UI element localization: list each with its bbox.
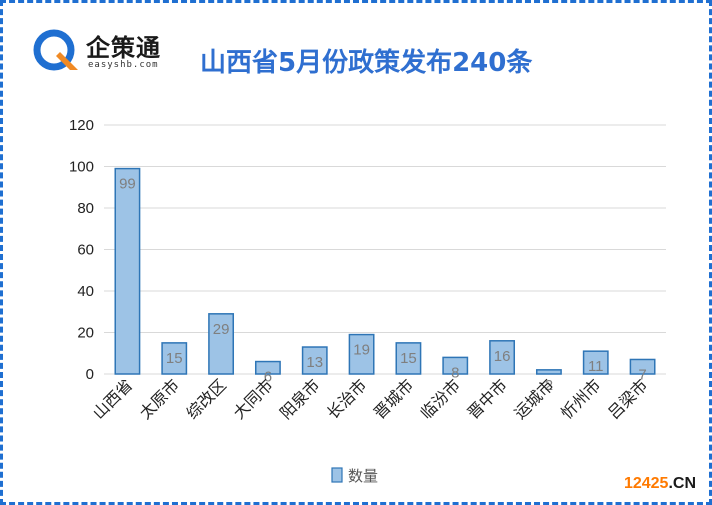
legend-label: 数量 — [348, 467, 378, 485]
x-tick-label: 综改区 — [183, 375, 230, 422]
x-tick-label: 运城市 — [510, 375, 557, 422]
x-tick-label: 晋中市 — [464, 375, 511, 422]
watermark-number: 12425 — [623, 475, 669, 492]
x-tick-label: 忻州市 — [557, 375, 604, 422]
x-tick-label: 临汾市 — [417, 375, 464, 422]
data-label: 19 — [353, 342, 370, 359]
data-label: 15 — [166, 350, 183, 367]
y-tick-label: 120 — [69, 117, 94, 134]
bar — [395, 342, 422, 375]
y-tick-label: 20 — [77, 325, 94, 342]
data-label: 29 — [213, 321, 230, 338]
bar — [254, 360, 281, 375]
bar — [161, 342, 188, 375]
bar — [489, 340, 516, 375]
logo-name: 企策通 — [86, 34, 161, 62]
logo: 企策通 easyshb.com — [30, 24, 180, 76]
bar — [301, 346, 328, 375]
chart-title: 山西省5月份政策发布240条 — [200, 48, 533, 78]
y-tick-label: 60 — [77, 242, 94, 259]
y-tick-label: 0 — [86, 366, 94, 383]
data-label: 16 — [494, 348, 511, 365]
x-tick-label: 长治市 — [323, 375, 370, 422]
logo-domain: easyshb.com — [88, 60, 159, 70]
data-label: 8 — [451, 364, 459, 381]
bar — [114, 167, 141, 375]
y-tick-label: 100 — [69, 159, 94, 176]
bar — [582, 350, 609, 375]
data-label: 13 — [306, 354, 323, 371]
x-tick-label: 晋城市 — [370, 375, 417, 422]
legend-swatch — [331, 467, 343, 483]
data-label: 2 — [545, 377, 553, 394]
data-label: 11 — [588, 358, 604, 375]
y-tick-label: 40 — [77, 283, 94, 300]
bar — [442, 356, 469, 375]
bar — [629, 358, 656, 375]
logo-mark-icon — [33, 29, 78, 71]
x-tick-label: 太原市 — [136, 375, 183, 422]
bar — [208, 313, 235, 375]
x-tick-label: 阳泉市 — [276, 375, 323, 422]
y-tick-label: 80 — [77, 200, 94, 217]
data-label: 15 — [400, 350, 417, 367]
x-tick-label: 山西省 — [89, 375, 136, 422]
watermark: 12425.CN — [624, 475, 696, 493]
x-tick-label: 大同市 — [229, 375, 276, 422]
data-label: 6 — [264, 369, 272, 386]
watermark-tld: .CN — [668, 475, 696, 492]
bar — [535, 369, 562, 375]
x-tick-label: 吕梁市 — [604, 375, 651, 422]
data-label: 7 — [638, 366, 646, 383]
data-label: 99 — [119, 176, 136, 193]
bar — [348, 333, 375, 375]
